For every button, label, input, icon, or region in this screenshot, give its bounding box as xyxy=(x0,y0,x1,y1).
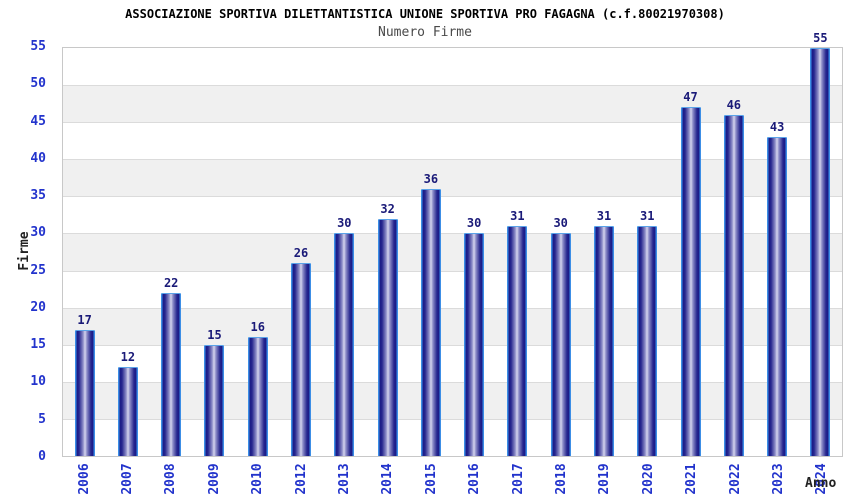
y-tick-label: 30 xyxy=(30,225,46,241)
x-tick-label-2021: 2021 xyxy=(684,463,700,495)
bar-value-label: 46 xyxy=(726,97,742,112)
x-axis-tick-labels: 2006 2007 2008 2009 2010 2012 2013 2014 2015 2016… xyxy=(62,457,843,500)
grid-band xyxy=(63,196,842,234)
bar-2015 xyxy=(420,188,441,456)
y-axis-tick-labels: 0 5 10 15 20 25 30 35 40 45 50 55 xyxy=(0,39,54,464)
x-tick-label-2023: 2023 xyxy=(770,463,786,495)
grid-band xyxy=(63,418,842,456)
x-tick-label-2014: 2014 xyxy=(380,463,396,495)
bar-2016 xyxy=(464,233,485,456)
x-tick-label-2016: 2016 xyxy=(467,463,483,495)
y-tick-label: 25 xyxy=(30,262,46,278)
x-tick-label-2018: 2018 xyxy=(553,463,569,495)
bar-2023 xyxy=(767,137,788,456)
bar-2010 xyxy=(247,337,268,456)
grid-band xyxy=(63,233,842,271)
bar-value-label: 17 xyxy=(77,312,92,327)
bar-value-label: 30 xyxy=(337,216,352,231)
y-tick-label: 35 xyxy=(30,188,46,204)
grid-band xyxy=(63,381,842,419)
grid-band xyxy=(63,122,842,160)
chart-subtitle: Numero Firme xyxy=(378,25,472,40)
bar-value-label: 55 xyxy=(813,31,828,45)
bar-2021 xyxy=(680,107,701,456)
y-tick-label: 20 xyxy=(30,299,46,315)
bar-value-label: 31 xyxy=(596,209,612,224)
y-tick-label: 0 xyxy=(38,449,46,464)
grid-band xyxy=(63,48,842,86)
grid-band xyxy=(63,85,842,123)
x-tick-label-2022: 2022 xyxy=(727,463,743,495)
bar-value-label: 31 xyxy=(640,209,655,224)
bar-2022 xyxy=(723,114,744,456)
bar-2020 xyxy=(637,226,658,456)
y-tick-label: 10 xyxy=(30,374,46,390)
bar-2006 xyxy=(74,329,95,456)
y-tick-label: 55 xyxy=(30,39,46,54)
bar-value-label: 31 xyxy=(510,209,525,224)
x-axis-title: Anno xyxy=(805,476,837,491)
bar-2012 xyxy=(291,263,312,456)
bar-2019 xyxy=(593,226,614,456)
grid-band xyxy=(63,159,842,197)
bar-2024 xyxy=(810,48,831,456)
x-tick-label-2013: 2013 xyxy=(337,463,353,495)
bar-value-label: 15 xyxy=(207,327,222,342)
y-tick-label: 15 xyxy=(30,337,46,353)
bar-2009 xyxy=(204,344,225,456)
x-tick-label-2009: 2009 xyxy=(206,463,222,495)
bar-value-label: 47 xyxy=(683,90,698,105)
grid-band xyxy=(63,307,842,345)
bar-value-label: 26 xyxy=(293,246,309,261)
x-tick-label-2010: 2010 xyxy=(250,463,266,495)
bar-2013 xyxy=(334,233,355,456)
bar-value-label: 22 xyxy=(163,275,179,290)
y-tick-label: 50 xyxy=(30,76,46,92)
x-tick-label-2006: 2006 xyxy=(76,463,92,495)
x-tick-label-2020: 2020 xyxy=(640,463,656,495)
bar-value-label: 12 xyxy=(120,349,136,364)
x-tick-label-2007: 2007 xyxy=(120,463,136,495)
bar-value-label: 30 xyxy=(553,216,568,231)
y-tick-label: 5 xyxy=(38,411,46,427)
x-tick-label-2008: 2008 xyxy=(163,463,179,495)
bar-2014 xyxy=(377,218,398,456)
x-tick-label-2015: 2015 xyxy=(423,463,439,495)
bar-2017 xyxy=(507,226,528,456)
plot-area: 17 12 22 15 16 26 30 32 36 30 31 30 31 31 47 46 43 55 xyxy=(62,31,843,457)
bar-value-label: 16 xyxy=(250,320,265,335)
grid-band xyxy=(63,270,842,308)
bar-value-label: 32 xyxy=(380,201,395,216)
bar-value-label: 36 xyxy=(423,171,439,186)
chart-title: ASSOCIAZIONE SPORTIVA DILETTANTISTICA UN… xyxy=(125,7,725,21)
bar-2018 xyxy=(550,233,571,456)
x-tick-label-2019: 2019 xyxy=(597,463,613,495)
x-tick-label-2012: 2012 xyxy=(293,463,309,495)
x-tick-label-2017: 2017 xyxy=(510,463,526,495)
bar-2008 xyxy=(161,292,182,456)
y-axis-title: Firme xyxy=(17,231,32,271)
grid-band xyxy=(63,344,842,382)
y-tick-label: 40 xyxy=(30,150,46,166)
bar-value-label: 30 xyxy=(466,216,482,231)
y-tick-label: 45 xyxy=(30,113,46,129)
bar-2007 xyxy=(117,366,138,456)
bar-value-label: 43 xyxy=(769,120,785,135)
